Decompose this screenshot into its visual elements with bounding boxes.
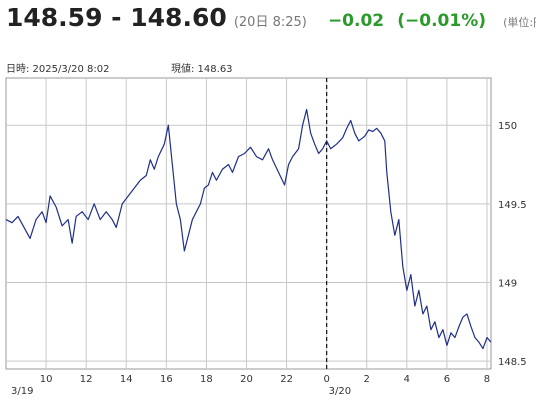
date-label: 3/20 bbox=[329, 386, 351, 397]
price-change: −0.02 bbox=[327, 11, 385, 31]
y-tick-label: 149.5 bbox=[498, 200, 527, 211]
x-tick-label: 0 bbox=[323, 374, 329, 385]
y-tick-label: 149 bbox=[498, 278, 517, 289]
chart-info-bar: 日時: 2025/3/20 8:02 現値: 148.63 bbox=[6, 60, 526, 75]
date-label: 3/19 bbox=[11, 386, 33, 397]
x-axis: 10 12 14 16 18 20 22 0 2 4 6 8 bbox=[40, 374, 490, 385]
grid-lines bbox=[6, 78, 491, 369]
x-tick-label: 6 bbox=[444, 374, 450, 385]
series-group bbox=[5, 108, 492, 350]
plot-area-border bbox=[5, 77, 492, 370]
date-labels: 3/19 3/20 bbox=[11, 386, 351, 397]
x-tick-label: 2 bbox=[364, 374, 370, 385]
x-tick-label: 10 bbox=[40, 374, 53, 385]
x-tick-label: 18 bbox=[200, 374, 213, 385]
x-tick-label: 16 bbox=[160, 374, 173, 385]
y-axis: 148.5 149 149.5 150 bbox=[498, 121, 527, 368]
y-tick-label: 148.5 bbox=[498, 357, 527, 368]
y-tick-label: 150 bbox=[498, 121, 517, 132]
quote-time: (20日 8:25) bbox=[233, 15, 307, 30]
x-tick-label: 14 bbox=[120, 374, 133, 385]
x-tick-label: 4 bbox=[404, 374, 410, 385]
price-change-percent: (−0.01%) bbox=[397, 11, 486, 31]
x-tick-label: 20 bbox=[240, 374, 253, 385]
bid-ask-price: 148.59 - 148.60 bbox=[6, 3, 227, 32]
unit-label: (単位:円) bbox=[503, 16, 536, 29]
x-tick-label: 22 bbox=[280, 374, 293, 385]
x-tick-label: 8 bbox=[484, 374, 490, 385]
hover-current-price: 現値: 148.63 bbox=[171, 64, 233, 75]
price-series-line bbox=[5, 108, 492, 350]
quote-header: 148.59 - 148.60 (20日 8:25) −0.02 (−0.01%… bbox=[6, 3, 536, 37]
hover-datetime: 日時: 2025/3/20 8:02 bbox=[6, 64, 110, 75]
x-tick-label: 12 bbox=[80, 374, 93, 385]
